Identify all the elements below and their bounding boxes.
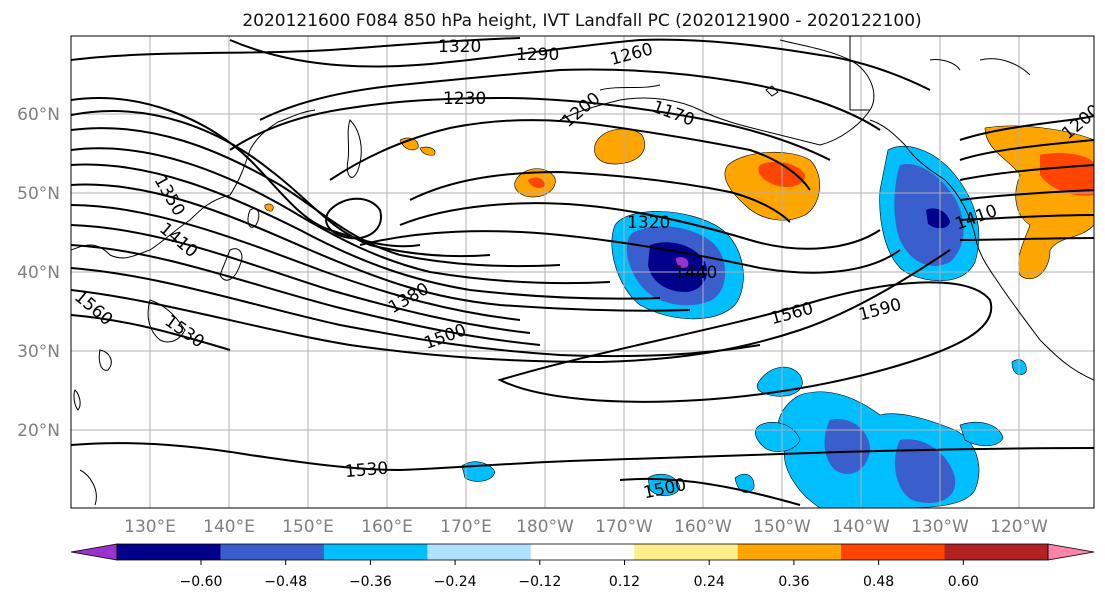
colorbar-extend-min <box>70 543 118 561</box>
lon-label: 170°E <box>440 517 492 537</box>
colorbar-cell <box>634 544 739 560</box>
contour-label: 1320 <box>627 213 670 233</box>
colorbar-cell <box>117 544 221 560</box>
graticule <box>71 36 1094 508</box>
colorbar-tick-label: −0.48 <box>264 574 307 590</box>
colorbar-tick-label: −0.24 <box>434 574 477 590</box>
contour-label: 1440 <box>674 263 717 283</box>
contour-label: 1530 <box>344 458 389 482</box>
contour-label: 1320 <box>438 37 481 57</box>
contour-label: 1290 <box>516 45 559 65</box>
colorbar-cell <box>427 544 532 560</box>
colorbar-cell <box>220 544 325 560</box>
colorbar-tick-label: −0.12 <box>518 574 561 590</box>
lat-label: 20°N <box>17 421 60 441</box>
colorbar-tick-label: 0.12 <box>609 574 640 590</box>
longitude-labels: 130°E 140°E 150°E 160°E 170°E 180°W 170°… <box>124 517 1048 537</box>
lon-label: 160°W <box>674 517 732 537</box>
lon-label: 180°W <box>516 517 574 537</box>
lon-label: 140°E <box>203 517 255 537</box>
colorbar-cell <box>323 544 428 560</box>
latitude-labels: 60°N 50°N 40°N 30°N 20°N <box>17 105 60 441</box>
figure-title: 2020121600 F084 850 hPa height, IVT Land… <box>242 11 921 31</box>
lon-label: 170°W <box>595 517 653 537</box>
colorbar-tick-label: 0.36 <box>778 574 809 590</box>
lon-label: 130°E <box>124 517 176 537</box>
colorbar-tick-label: −0.36 <box>349 574 392 590</box>
colorbar-frame <box>116 543 1049 561</box>
lon-label: 140°W <box>832 517 890 537</box>
lon-label: 160°E <box>361 517 413 537</box>
colorbar-tick-label: −0.60 <box>180 574 223 590</box>
colorbar-cell <box>530 544 635 560</box>
lon-label: 150°E <box>282 517 334 537</box>
height-contours <box>71 37 1094 506</box>
lon-label: 120°W <box>990 517 1048 537</box>
map-frame <box>70 35 1095 509</box>
contour-label: 1230 <box>443 89 486 109</box>
colorbar-tick-label: 0.24 <box>694 574 725 590</box>
lat-label: 40°N <box>17 263 60 283</box>
lat-label: 50°N <box>17 184 60 204</box>
lat-label: 30°N <box>17 342 60 362</box>
lon-label: 130°W <box>911 517 969 537</box>
lon-label: 150°W <box>753 517 811 537</box>
colorbar-tick-label: 0.60 <box>948 574 979 590</box>
colorbar-tick-label: 0.48 <box>863 574 894 590</box>
colorbar: −0.60 −0.48 −0.36 −0.24 −0.12 0.12 0.24 0.36 0.4… <box>70 543 1095 590</box>
colorbar-cell <box>737 544 842 560</box>
colorbar-cell <box>944 544 1049 560</box>
contour-label: 1350 <box>490 21 533 41</box>
lat-label: 60°N <box>17 105 60 125</box>
map-area: 1320 1350 1290 1260 1230 1200 1170 1200 … <box>70 21 1095 509</box>
colorbar-cell <box>841 544 946 560</box>
colorbar-extend-max <box>1047 543 1095 561</box>
